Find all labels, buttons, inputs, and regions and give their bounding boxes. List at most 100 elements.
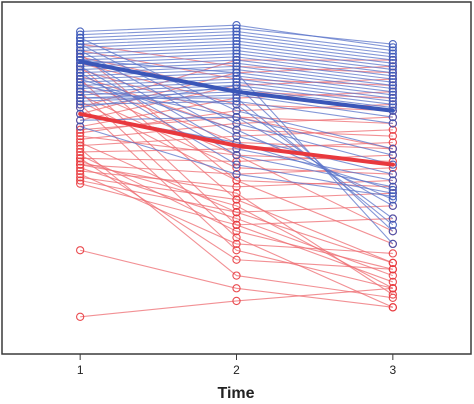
blue-data-point (232, 119, 241, 128)
blue-data-point (388, 112, 397, 122)
x-axis: 1 2 3 (77, 354, 396, 377)
red-data-point (388, 125, 397, 134)
red-data-point (76, 246, 85, 255)
red-data-point (76, 179, 85, 188)
blue-data-point (388, 46, 397, 55)
blue-data-point (388, 55, 397, 65)
blue-subject-line (80, 116, 393, 156)
red-subject-line (79, 78, 394, 283)
red-subject-line (79, 173, 393, 254)
blue-subject-line (80, 84, 394, 232)
mean-lines (78, 59, 395, 167)
red-data-point (232, 246, 241, 255)
red-data-point (76, 157, 85, 166)
blue-data-point (232, 160, 241, 169)
blue-subject-line (79, 56, 393, 182)
red-subject-line (80, 249, 393, 308)
x-tick-label: 1 (77, 363, 84, 377)
blue-data-point (388, 62, 397, 71)
blue-subject-line (80, 91, 394, 219)
blue-data-point (232, 81, 241, 90)
blue-subject-line (80, 126, 393, 197)
red-data-point (232, 271, 241, 280)
red-data-point (388, 265, 397, 274)
blue-subject-line (79, 50, 393, 175)
red-data-point (388, 131, 397, 141)
red-subject-line (79, 91, 394, 308)
red-data-point (232, 195, 241, 204)
red-data-point (388, 258, 397, 268)
blue-data-point (76, 27, 85, 36)
blue-data-point (232, 68, 241, 77)
red-data-point (232, 220, 241, 230)
blue-data-point (388, 201, 397, 211)
red-data-point (76, 170, 85, 179)
red-data-point (232, 189, 241, 198)
blue-data-point (388, 74, 397, 84)
red-data-point (76, 131, 85, 141)
red-data-point (76, 163, 85, 172)
red-data-point (388, 284, 397, 293)
blue-data-point (76, 68, 85, 77)
blue-data-point (232, 125, 241, 134)
red-subject-line (79, 65, 394, 264)
blue-data-point (388, 214, 397, 223)
blue-data-point (76, 81, 85, 90)
blue-data-point (76, 40, 85, 49)
blue-data-point (232, 93, 241, 103)
blue-data-point (388, 81, 397, 90)
red-data-point (76, 138, 85, 147)
red-data-point (76, 160, 85, 169)
red-data-point (76, 312, 85, 321)
blue-data-point (76, 103, 85, 112)
blue-data-point (388, 239, 397, 249)
blue-data-point (388, 40, 397, 49)
blue-data-point (232, 100, 241, 109)
blue-data-point (388, 87, 397, 96)
blue-data-point (232, 112, 241, 122)
red-mean-line (78, 111, 395, 167)
blue-data-point (76, 100, 85, 109)
red-data-point (388, 293, 397, 302)
red-data-point (76, 150, 85, 160)
blue-mean-line (78, 59, 395, 113)
red-data-point (232, 201, 241, 211)
red-subject-line (79, 104, 393, 289)
red-data-point (388, 303, 397, 312)
red-data-point (232, 255, 241, 264)
red-subject-line (80, 160, 394, 289)
blue-subject-line (79, 37, 393, 150)
red-data-point (232, 176, 241, 185)
blue-data-point (388, 192, 397, 201)
red-data-point (388, 290, 397, 299)
blue-data-point (388, 49, 397, 58)
blue-data-point (388, 65, 397, 74)
red-data-point (388, 277, 397, 287)
blue-data-point (76, 122, 85, 131)
blue-data-point (388, 227, 397, 236)
blue-data-point (388, 97, 397, 106)
x-tick-label: 3 (389, 363, 396, 377)
blue-data-point (388, 185, 397, 195)
red-data-point (76, 125, 85, 134)
blue-data-point (388, 182, 397, 191)
red-data-point (388, 271, 397, 280)
blue-data-point (388, 68, 397, 77)
red-data-point (232, 208, 241, 217)
x-tick-label: 2 (233, 363, 240, 377)
blue-data-point (232, 170, 241, 179)
blue-data-point (388, 100, 397, 109)
blue-data-point (388, 176, 397, 185)
blue-data-point (232, 131, 241, 141)
blue-data-point (388, 93, 397, 103)
blue-data-point (388, 150, 397, 160)
red-data-point (232, 239, 241, 249)
blue-data-point (388, 170, 397, 179)
red-data-point (76, 144, 85, 153)
red-data-point (232, 284, 241, 293)
blue-data-point (388, 59, 397, 68)
blue-data-point (388, 220, 397, 230)
blue-data-point (388, 144, 397, 153)
red-data-point (388, 138, 397, 147)
